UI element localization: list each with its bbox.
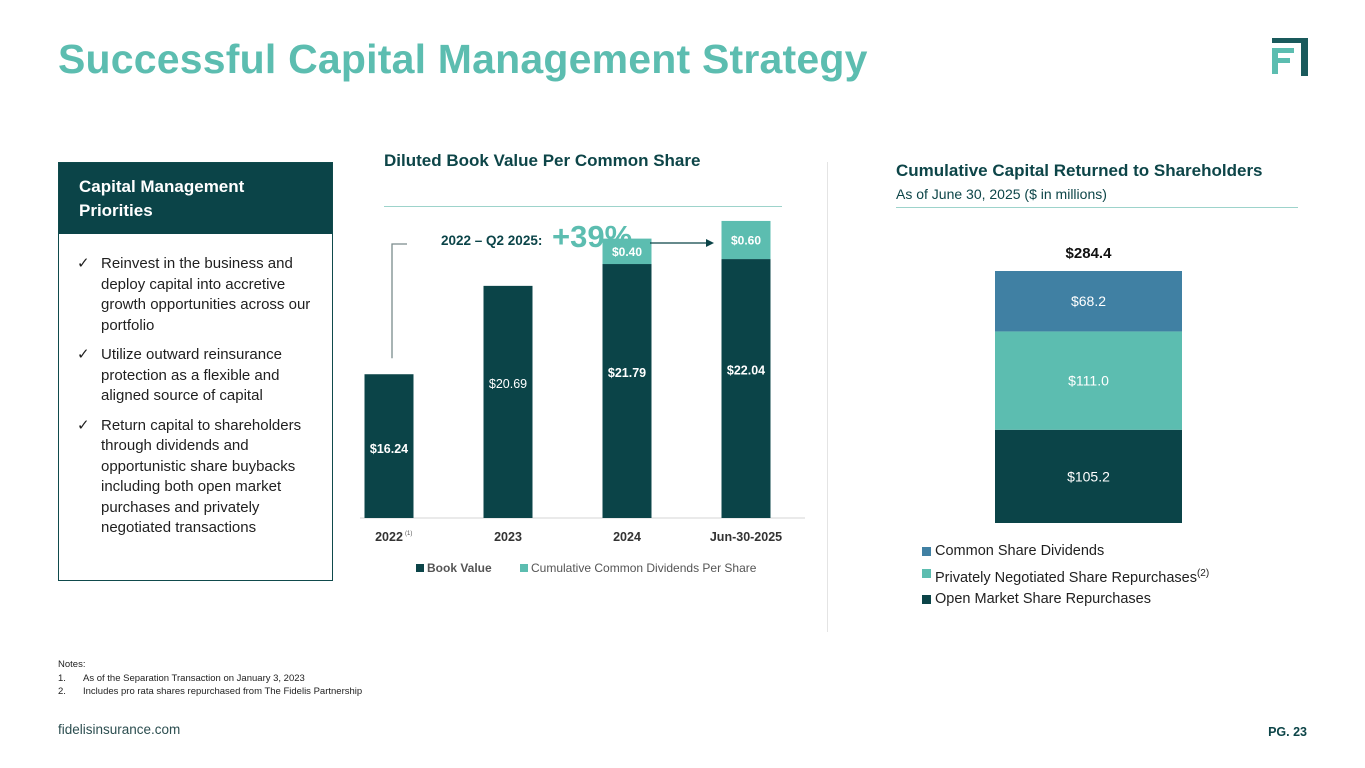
book-value-bar bbox=[602, 264, 652, 518]
legend-label: Open Market Share Repurchases bbox=[935, 590, 1151, 607]
list-item: ✓ Reinvest in the business and deploy cap… bbox=[77, 254, 318, 336]
priority-text: Utilize outward reinsurance protection a… bbox=[101, 346, 282, 404]
check-icon: ✓ bbox=[77, 255, 90, 272]
note-item: 2. Includes pro rata shares repurchased f… bbox=[58, 685, 362, 699]
dividend-bar bbox=[721, 220, 771, 260]
legend-swatch bbox=[922, 594, 931, 604]
book-value-data-label: $21.79 bbox=[608, 366, 646, 380]
priority-text: Reinvest in the business and deploy capi… bbox=[101, 255, 311, 334]
book-value-bar bbox=[483, 285, 533, 518]
annotation-value: +39% bbox=[552, 219, 632, 254]
capital-returned-chart-title: Cumulative Capital Returned to Sharehold… bbox=[896, 161, 1263, 180]
book-value-bar bbox=[721, 259, 771, 518]
page-title: Successful Capital Management Strategy bbox=[58, 36, 868, 82]
segment-data-label: $111.0 bbox=[1068, 373, 1109, 389]
note-number: 2. bbox=[58, 686, 66, 697]
annotation-text: 2022 – Q2 2025: bbox=[441, 233, 542, 248]
legend-item: Open Market Share Repurchases bbox=[922, 589, 1209, 611]
priority-text: Return capital to shareholders through d… bbox=[101, 416, 302, 537]
capital-returned-legend: Common Share Dividends Privately Negotia… bbox=[922, 541, 1209, 610]
segment-data-label: $105.2 bbox=[1067, 468, 1110, 484]
divider bbox=[896, 207, 1298, 208]
capital-segment-bar bbox=[995, 429, 1182, 523]
dividend-data-label: $0.40 bbox=[612, 245, 642, 259]
total-data-label: $284.4 bbox=[1066, 245, 1113, 262]
check-icon: ✓ bbox=[77, 346, 90, 363]
legend-swatch bbox=[416, 564, 424, 572]
book-value-data-label: $16.24 bbox=[370, 442, 408, 456]
book-value-bar bbox=[364, 374, 414, 518]
footnote-marker: (2) bbox=[1196, 567, 1210, 579]
dividend-bar bbox=[602, 238, 652, 265]
x-tick-label: 2022 bbox=[375, 530, 403, 544]
list-item: ✓ Return capital to shareholders through … bbox=[77, 416, 318, 539]
note-text: As of the Separation Transaction on Janu… bbox=[83, 672, 305, 684]
legend-item: Common Share Dividends bbox=[922, 541, 1209, 563]
book-value-data-label: $20.69 bbox=[489, 377, 527, 391]
x-tick-label: 2023 bbox=[494, 530, 522, 544]
book-value-chart-title: Diluted Book Value Per Common Share bbox=[384, 151, 701, 170]
legend-label: Privately Negotiated Share Repurchases bbox=[935, 569, 1197, 586]
legend-label: Common Share Dividends bbox=[935, 543, 1105, 559]
divider bbox=[384, 206, 782, 207]
priorities-panel: Capital Management Priorities ✓ Reinvest … bbox=[58, 162, 333, 581]
annotation-arrow-head bbox=[706, 239, 714, 247]
capital-returned-chart-subtitle: As of June 30, 2025 ($ in millions) bbox=[896, 186, 1107, 202]
divider bbox=[827, 162, 828, 632]
segment-data-label: $68.2 bbox=[1071, 293, 1106, 309]
page-number: PG. 23 bbox=[1268, 725, 1307, 739]
footnote-marker: (1) bbox=[405, 531, 412, 537]
book-value-data-label: $22.04 bbox=[727, 364, 765, 378]
book-value-chart: $16.24 2022 $20.69 2023 $0.40 $21.79 2024 $0.60… bbox=[360, 219, 805, 575]
legend-item: Privately Negotiated Share Repurchases(2… bbox=[922, 563, 1209, 589]
annotation-bracket bbox=[391, 243, 407, 359]
check-icon: ✓ bbox=[77, 416, 90, 434]
footer-url[interactable]: fidelisinsurance.com bbox=[58, 722, 181, 737]
capital-returned-chart: $105.2 $111.0 $68.2 $284.4 bbox=[995, 245, 1182, 523]
legend-label: Book Value bbox=[427, 561, 492, 575]
legend-swatch bbox=[922, 568, 931, 578]
legend-swatch bbox=[520, 564, 528, 572]
list-item: ✓ Utilize outward reinsurance protection … bbox=[77, 345, 318, 407]
note-number: 1. bbox=[58, 672, 66, 684]
legend-label: Cumulative Common Dividends Per Share bbox=[531, 561, 757, 575]
note-item: 1. As of the Separation Transaction on Ja… bbox=[58, 672, 362, 686]
dividend-data-label: $0.60 bbox=[731, 234, 761, 248]
note-text: Includes pro rata shares repurchased fro… bbox=[83, 686, 363, 697]
x-tick-label: 2024 bbox=[613, 530, 641, 544]
priorities-heading: Capital Management Priorities bbox=[59, 163, 332, 234]
capital-segment-bar bbox=[995, 331, 1182, 430]
notes-heading: Notes: bbox=[58, 659, 86, 670]
notes: Notes: 1. As of the Separation Transactio… bbox=[58, 658, 362, 699]
capital-segment-bar bbox=[995, 271, 1182, 332]
fidelis-logo bbox=[1272, 38, 1308, 76]
legend-swatch bbox=[922, 547, 931, 556]
x-tick-label: Jun-30-2025 bbox=[710, 530, 782, 544]
priorities-list: ✓ Reinvest in the business and deploy cap… bbox=[59, 234, 332, 539]
